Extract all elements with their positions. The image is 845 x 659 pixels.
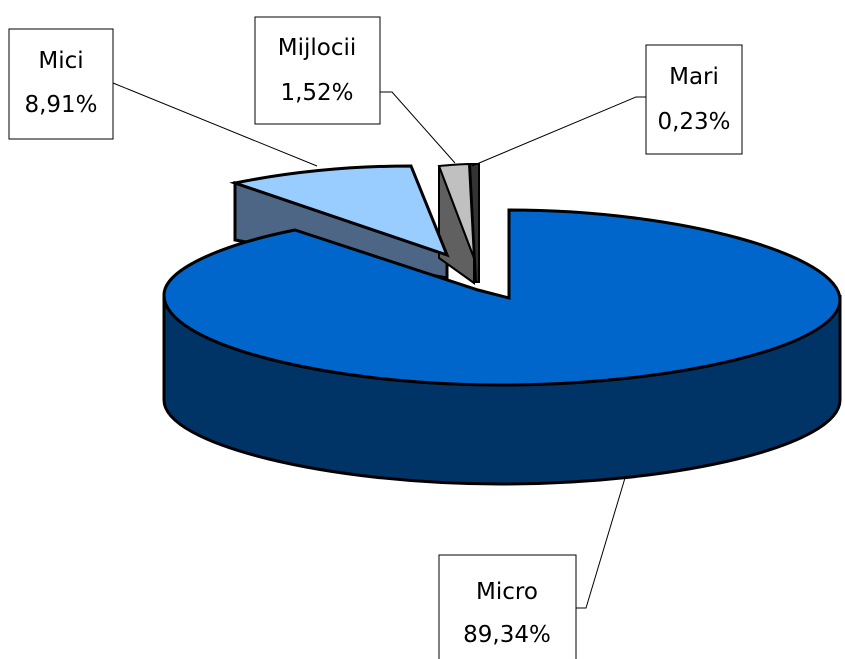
leader-line-mici — [112, 82, 318, 167]
data-label-mijlocii-value: 1,52% — [280, 80, 353, 106]
pie-slice-micro — [162, 208, 842, 387]
data-label-mari: Mari 0,23% — [645, 44, 743, 155]
data-label-mici-value: 8,91% — [24, 92, 97, 118]
leader-line-micro — [576, 477, 626, 609]
leader-line-mijlocii — [380, 91, 456, 164]
pie-slice-mari — [468, 163, 480, 283]
pie-slice-mici — [229, 164, 450, 258]
data-label-mijlocii-name: Mijlocii — [278, 35, 357, 61]
data-label-micro-value: 89,34% — [463, 622, 551, 648]
leader-line-mari — [471, 96, 646, 167]
data-label-mici: Mici 8,91% — [8, 28, 114, 140]
data-label-mici-name: Mici — [38, 48, 83, 74]
pie-slice-mijlocii — [437, 162, 475, 259]
data-label-mari-name: Mari — [669, 64, 719, 90]
data-label-micro: Micro 89,34% — [438, 554, 577, 659]
data-label-mari-value: 0,23% — [657, 109, 730, 135]
data-label-micro-name: Micro — [476, 579, 538, 605]
data-label-mijlocii: Mijlocii 1,52% — [254, 16, 381, 125]
